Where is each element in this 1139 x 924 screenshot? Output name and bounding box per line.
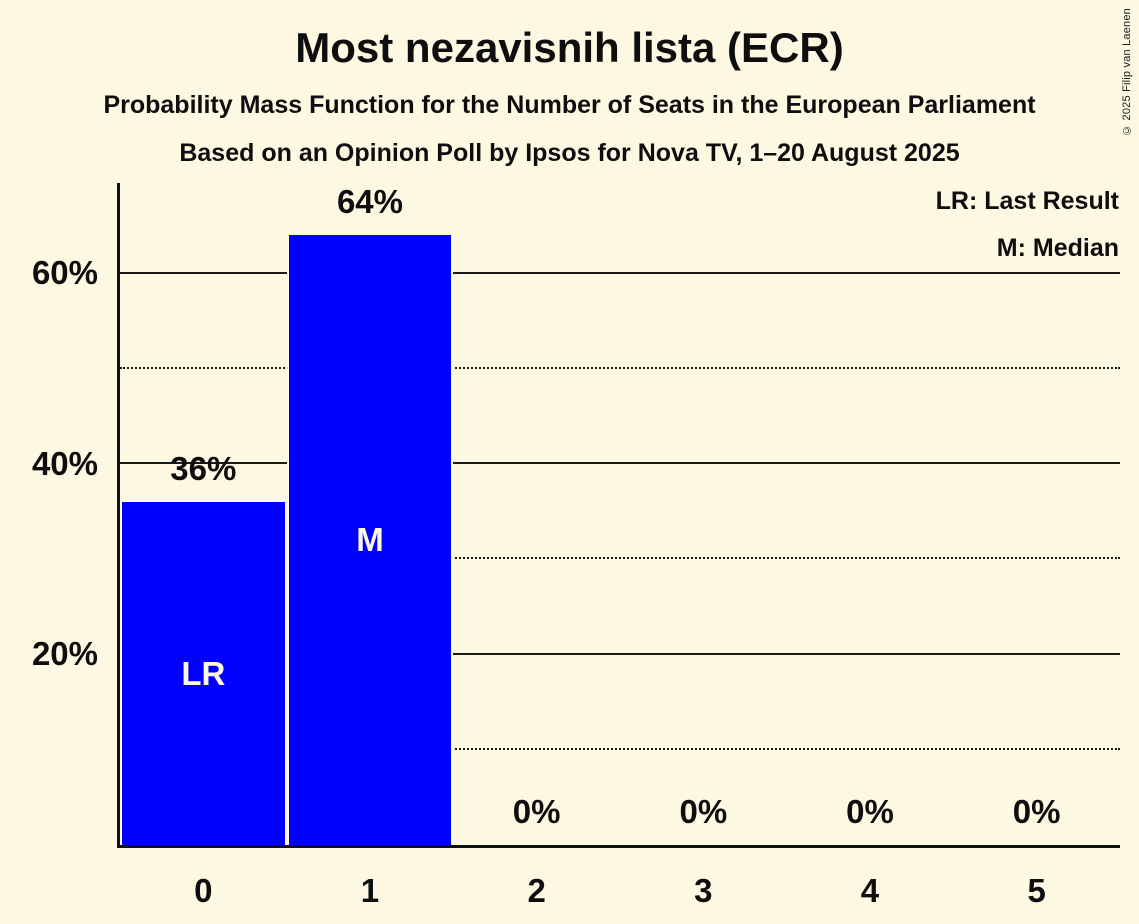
- bar-value-label-2: 0%: [512, 793, 561, 830]
- bar-value-label-5: 0%: [1012, 793, 1061, 830]
- x-tick-label-5: 5: [1027, 872, 1046, 909]
- chart-subtitle-pmf: Probability Mass Function for the Number…: [103, 91, 1036, 119]
- x-tick-label-3: 3: [694, 872, 713, 909]
- y-tick-label-20pct: 20%: [31, 635, 98, 673]
- x-tick-label-1: 1: [360, 872, 380, 909]
- y-tick-label-40pct: 40%: [31, 444, 98, 482]
- gridline-solid-20pct: [120, 652, 1120, 655]
- chart-subtitle-poll: Based on an Opinion Poll by Ipsos for No…: [179, 139, 960, 167]
- gridline-dotted-50pct: [120, 366, 1120, 369]
- gridline-dotted-30pct: [120, 557, 1120, 560]
- y-tick-label-60pct: 60%: [31, 254, 98, 292]
- bar-seats-0: LR: [120, 502, 287, 845]
- x-tick-label-4: 4: [860, 872, 880, 909]
- bar-annotation-lr: LR: [181, 654, 226, 692]
- bar-value-label-1: 64%: [336, 183, 404, 221]
- legend-median: M: Median: [996, 234, 1119, 262]
- gridline-solid-60pct: [120, 271, 1120, 274]
- bar-value-label-3: 0%: [679, 793, 728, 830]
- x-tick-label-0: 0: [194, 872, 213, 909]
- gridline-solid-40pct: [120, 462, 1120, 464]
- legend-last-result: LR: Last Result: [935, 187, 1119, 215]
- plot-area: LR 36% M 64% 0% 0% 0% 0%: [117, 183, 1120, 848]
- bar-value-label-4: 0%: [846, 793, 894, 830]
- x-tick-label-2: 2: [527, 872, 546, 909]
- bar-annotation-m: M: [356, 521, 384, 559]
- bar-value-label-0: 36%: [170, 450, 237, 488]
- chart-title: Most nezavisnih lista (ECR): [295, 24, 844, 71]
- bar-seats-1: M: [286, 235, 454, 845]
- gridline-dotted-10pct: [120, 747, 1120, 750]
